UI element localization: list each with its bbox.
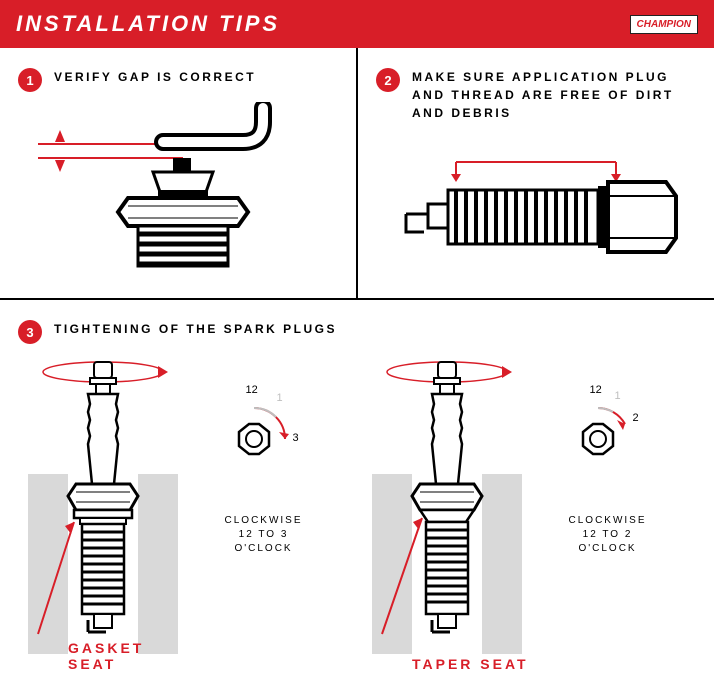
header-bar: INSTALLATION TIPS CHAMPION xyxy=(0,0,714,48)
seat-label: GASKET SEAT xyxy=(68,640,189,672)
top-row: 1 VERIFY GAP IS CORRECT xyxy=(0,48,714,300)
step-number-badge: 3 xyxy=(18,320,42,344)
taper-dial: 12 1 2 CLOCKWISE 12 TO 2 O'CLOCK xyxy=(543,354,696,674)
tightening-row: GASKET SEAT 12 1 3 CLOCKWISE 12 TO 3 O'C… xyxy=(18,354,696,674)
step-head: 2 MAKE SURE APPLICATION PLUG AND THREAD … xyxy=(376,68,696,122)
step-number-badge: 1 xyxy=(18,68,42,92)
step-2-panel: 2 MAKE SURE APPLICATION PLUG AND THREAD … xyxy=(358,48,714,298)
step-head: 1 VERIFY GAP IS CORRECT xyxy=(18,68,338,92)
page-title: INSTALLATION TIPS xyxy=(16,11,280,37)
dial-2: 2 xyxy=(633,412,639,424)
step-text: TIGHTENING OF THE SPARK PLUGS xyxy=(54,320,337,338)
step-3-panel: 3 TIGHTENING OF THE SPARK PLUGS xyxy=(0,300,714,694)
thread-diagram xyxy=(376,132,696,292)
dial-gray: 1 xyxy=(615,390,621,402)
gasket-dial: 12 1 3 CLOCKWISE 12 TO 3 O'CLOCK xyxy=(199,354,352,674)
dial-12: 12 xyxy=(246,384,258,396)
clockwise-caption: CLOCKWISE 12 TO 3 O'CLOCK xyxy=(209,514,319,556)
brand-badge: CHAMPION xyxy=(630,15,698,34)
step-head: 3 TIGHTENING OF THE SPARK PLUGS xyxy=(18,320,696,344)
gasket-plug-diagram: GASKET SEAT xyxy=(18,354,189,674)
step-text: VERIFY GAP IS CORRECT xyxy=(54,68,256,86)
cap-line: CLOCKWISE xyxy=(209,514,319,528)
cap-line: 12 TO 3 O'CLOCK xyxy=(209,528,319,556)
dial-12: 12 xyxy=(590,384,602,396)
gap-diagram xyxy=(18,102,338,262)
step-number-badge: 2 xyxy=(376,68,400,92)
cap-line: CLOCKWISE xyxy=(553,514,663,528)
step-1-panel: 1 VERIFY GAP IS CORRECT xyxy=(0,48,358,298)
dial-3: 3 xyxy=(293,432,299,444)
clockwise-caption: CLOCKWISE 12 TO 2 O'CLOCK xyxy=(553,514,663,556)
dial-gray: 1 xyxy=(277,392,283,404)
step-text: MAKE SURE APPLICATION PLUG AND THREAD AR… xyxy=(412,68,696,122)
cap-line: 12 TO 2 O'CLOCK xyxy=(553,528,663,556)
seat-label: TAPER SEAT xyxy=(412,656,529,672)
taper-plug-diagram: TAPER SEAT xyxy=(362,354,533,674)
